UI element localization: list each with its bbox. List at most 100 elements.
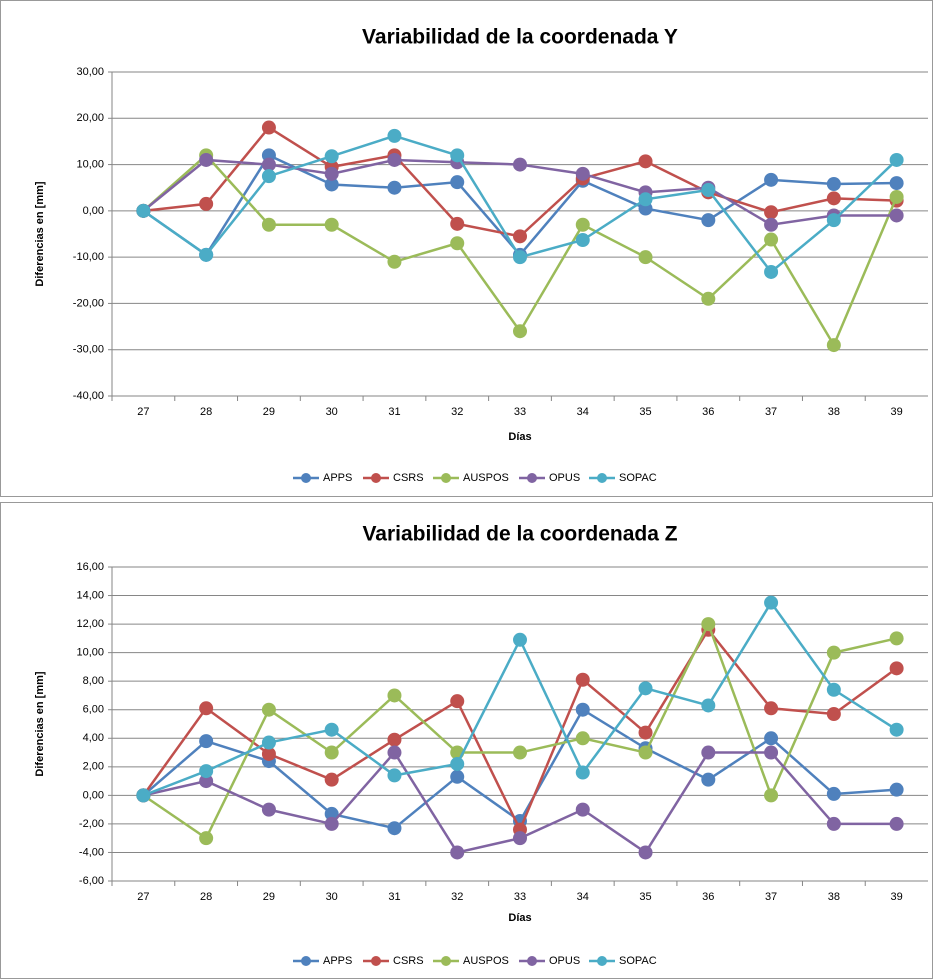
legend-label: CSRS xyxy=(393,955,424,967)
chart-frame xyxy=(0,502,933,979)
point xyxy=(324,722,339,737)
point xyxy=(387,821,402,836)
point xyxy=(701,213,716,228)
point xyxy=(764,731,779,746)
point xyxy=(387,254,402,269)
point xyxy=(199,247,214,262)
point xyxy=(638,681,653,696)
y-tick-label: 14,00 xyxy=(76,589,104,601)
x-tick-label: 35 xyxy=(639,406,651,418)
x-tick-label: 30 xyxy=(326,891,338,903)
x-tick-label: 35 xyxy=(639,891,651,903)
legend-swatch xyxy=(301,473,311,483)
point xyxy=(575,672,590,687)
point xyxy=(387,768,402,783)
x-tick-label: 34 xyxy=(577,406,589,418)
point xyxy=(387,745,402,760)
point xyxy=(638,745,653,760)
x-tick-label: 38 xyxy=(828,891,840,903)
point xyxy=(701,183,716,198)
point xyxy=(324,772,339,787)
point xyxy=(450,216,465,231)
point xyxy=(261,169,276,184)
point xyxy=(575,233,590,248)
x-tick-label: 33 xyxy=(514,406,526,418)
point xyxy=(324,149,339,164)
point xyxy=(889,816,904,831)
x-tick-label: 29 xyxy=(263,406,275,418)
point xyxy=(513,324,527,339)
point xyxy=(450,769,465,784)
point xyxy=(324,217,339,232)
point xyxy=(764,217,779,232)
point xyxy=(575,702,590,717)
legend-label: APPS xyxy=(323,472,352,484)
point xyxy=(199,734,214,749)
y-tick-label: 0,00 xyxy=(83,205,104,217)
y-axis-label: Diferencias en [mm] xyxy=(34,181,46,286)
y-axis-label: Diferencias en [mm] xyxy=(34,671,46,776)
point xyxy=(450,236,465,251)
point xyxy=(889,208,904,223)
point xyxy=(889,661,904,676)
x-axis-label: Días xyxy=(508,431,531,443)
point xyxy=(826,682,841,697)
legend-label: CSRS xyxy=(393,472,424,484)
point xyxy=(324,177,339,192)
x-tick-label: 39 xyxy=(890,891,902,903)
point xyxy=(513,157,527,172)
y-tick-label: -20,00 xyxy=(73,297,104,309)
point xyxy=(450,148,465,163)
x-tick-label: 31 xyxy=(388,891,400,903)
point xyxy=(261,802,276,817)
x-tick-label: 37 xyxy=(765,891,777,903)
point xyxy=(513,745,527,760)
point xyxy=(261,120,276,135)
x-tick-label: 36 xyxy=(702,406,714,418)
point xyxy=(575,731,590,746)
point xyxy=(575,765,590,780)
legend-label: SOPAC xyxy=(619,472,657,484)
point xyxy=(199,764,214,779)
point xyxy=(764,595,779,610)
point xyxy=(261,157,276,172)
point xyxy=(387,732,402,747)
chart-title: Variabilidad de la coordenada Z xyxy=(362,523,677,546)
x-tick-label: 29 xyxy=(263,891,275,903)
point xyxy=(324,166,339,181)
point xyxy=(199,196,214,211)
point xyxy=(199,774,214,789)
x-tick-label: 27 xyxy=(137,406,149,418)
legend-label: OPUS xyxy=(549,955,580,967)
point xyxy=(450,175,465,190)
x-tick-label: 32 xyxy=(451,406,463,418)
point xyxy=(513,831,527,846)
x-tick-label: 33 xyxy=(514,891,526,903)
point xyxy=(324,806,339,821)
y-tick-label: 16,00 xyxy=(76,561,104,573)
point xyxy=(701,291,716,306)
point xyxy=(638,725,653,740)
y-tick-label: 12,00 xyxy=(76,618,104,630)
y-tick-label: 8,00 xyxy=(83,675,104,687)
legend-swatch xyxy=(441,473,451,483)
y-tick-label: -40,00 xyxy=(73,390,104,402)
point xyxy=(764,232,779,247)
point xyxy=(701,745,716,760)
point xyxy=(261,735,276,750)
point xyxy=(701,772,716,787)
point xyxy=(575,802,590,817)
point xyxy=(450,756,465,771)
x-tick-label: 39 xyxy=(890,406,902,418)
point xyxy=(826,177,841,192)
point xyxy=(826,707,841,722)
y-tick-label: -10,00 xyxy=(73,251,104,263)
y-tick-label: 6,00 xyxy=(83,704,104,716)
point xyxy=(575,166,590,181)
point xyxy=(638,250,653,265)
x-tick-label: 38 xyxy=(828,406,840,418)
point xyxy=(387,688,402,703)
x-tick-label: 36 xyxy=(702,891,714,903)
